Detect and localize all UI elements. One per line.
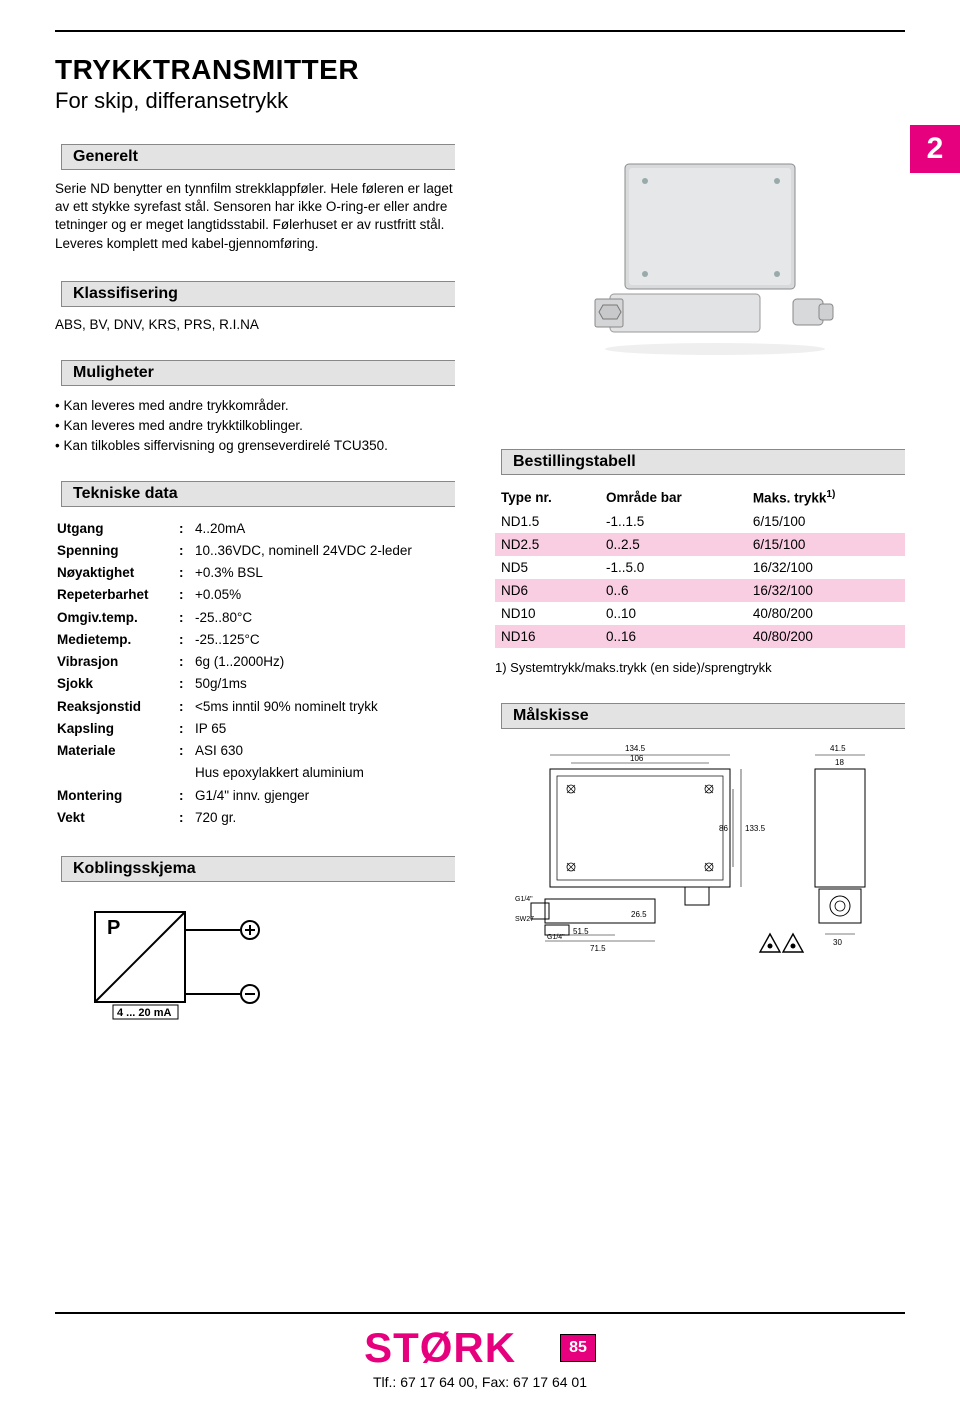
table-row: Vibrasjon:6g (1..2000Hz) bbox=[57, 652, 412, 672]
table-row: Nøyaktighet:+0.3% BSL bbox=[57, 563, 412, 583]
svg-text:71.5: 71.5 bbox=[590, 944, 606, 953]
order-col-2: Område bar bbox=[600, 485, 747, 510]
svg-text:134.5: 134.5 bbox=[625, 744, 646, 753]
svg-text:106: 106 bbox=[630, 754, 644, 763]
table-row: ND100..1040/80/200 bbox=[495, 602, 905, 625]
page-number: 85 bbox=[560, 1334, 596, 1362]
generelt-body: Serie ND benytter en tynnfilm strekklapp… bbox=[55, 180, 455, 253]
list-item: • Kan leveres med andre trykkområder. bbox=[55, 396, 455, 416]
muligheter-list: • Kan leveres med andre trykkområder. • … bbox=[55, 396, 455, 457]
order-col-1: Type nr. bbox=[495, 485, 600, 510]
list-item: • Kan tilkobles siffervisning og grensev… bbox=[55, 436, 455, 456]
page-title: TRYKKTRANSMITTER bbox=[55, 54, 905, 86]
page-subtitle: For skip, differansetrykk bbox=[55, 88, 905, 114]
table-row: Utgang:4..20mA bbox=[57, 519, 412, 539]
wiring-diagram: P 4 ... 20 mA bbox=[85, 902, 235, 1002]
table-row: Medietemp.:-25..125°C bbox=[57, 630, 412, 650]
table-row: Repeterbarhet:+0.05% bbox=[57, 585, 412, 605]
p-label: P bbox=[107, 917, 120, 939]
table-row: ND5-1..5.016/32/100 bbox=[495, 556, 905, 579]
heading-generelt: Generelt bbox=[55, 144, 455, 170]
svg-text:86: 86 bbox=[719, 824, 728, 833]
page-footer: STØRK 85 Tlf.: 67 17 64 00, Fax: 67 17 6… bbox=[0, 1312, 960, 1390]
tech-data-table: Utgang:4..20mASpenning:10..36VDC, nomine… bbox=[55, 517, 414, 831]
heading-tekniske: Tekniske data bbox=[55, 481, 455, 507]
table-row: ND60..616/32/100 bbox=[495, 579, 905, 602]
heading-bestilling: Bestillingstabell bbox=[495, 449, 905, 475]
heading-muligheter: Muligheter bbox=[55, 360, 455, 386]
list-item: • Kan leveres med andre trykktilkoblinge… bbox=[55, 416, 455, 436]
product-photo bbox=[555, 149, 845, 359]
table-row: ND1.5-1..1.56/15/100 bbox=[495, 510, 905, 533]
ma-label: 4 ... 20 mA bbox=[117, 1007, 171, 1019]
klassifisering-body: ABS, BV, DNV, KRS, PRS, R.I.NA bbox=[55, 317, 455, 332]
svg-text:51.5: 51.5 bbox=[573, 927, 589, 936]
left-column: Generelt Serie ND benytter en tynnfilm s… bbox=[55, 144, 455, 1002]
contact-info: Tlf.: 67 17 64 00, Fax: 67 17 64 01 bbox=[0, 1374, 960, 1390]
table-row: Spenning:10..36VDC, nominell 24VDC 2-led… bbox=[57, 541, 412, 561]
top-rule bbox=[55, 30, 905, 32]
table-row: Hus epoxylakkert aluminium bbox=[57, 763, 412, 783]
dimension-drawing: 134.5 106 133.5 86 71.5 51.5 26.5 G1/4" … bbox=[495, 739, 875, 969]
svg-text:41.5: 41.5 bbox=[830, 744, 846, 753]
table-row: Vekt:720 gr. bbox=[57, 808, 412, 828]
table-row: ND2.50..2.56/15/100 bbox=[495, 533, 905, 556]
svg-text:SW27: SW27 bbox=[515, 916, 534, 923]
section-tab: 2 bbox=[910, 125, 960, 173]
table-row: Sjokk:50g/1ms bbox=[57, 674, 412, 694]
heading-malskisse: Målskisse bbox=[495, 703, 905, 729]
table-row: Kapsling:IP 65 bbox=[57, 719, 412, 739]
table-row: Montering:G1/4" innv. gjenger bbox=[57, 786, 412, 806]
table-row: ND160..1640/80/200 bbox=[495, 625, 905, 648]
table-row: Reaksjonstid:<5ms inntil 90% nominelt tr… bbox=[57, 697, 412, 717]
heading-klassifisering: Klassifisering bbox=[55, 281, 455, 307]
table-row: Omgiv.temp.:-25..80°C bbox=[57, 608, 412, 628]
order-footnote: 1) Systemtrykk/maks.trykk (en side)/spre… bbox=[495, 660, 905, 675]
svg-text:G1/4": G1/4" bbox=[547, 934, 565, 941]
heading-kobling: Koblingsskjema bbox=[55, 856, 455, 882]
order-col-3: Maks. trykk1) bbox=[747, 485, 905, 510]
svg-text:30: 30 bbox=[833, 938, 842, 947]
svg-text:133.5: 133.5 bbox=[745, 824, 766, 833]
table-row: Materiale:ASI 630 bbox=[57, 741, 412, 761]
svg-text:26.5: 26.5 bbox=[631, 910, 647, 919]
order-table: Type nr. Område bar Maks. trykk1) ND1.5-… bbox=[495, 485, 905, 648]
svg-text:G1/4": G1/4" bbox=[515, 896, 533, 903]
right-column: Bestillingstabell Type nr. Område bar Ma… bbox=[495, 144, 905, 1002]
svg-text:18: 18 bbox=[835, 758, 844, 767]
brand-logo: STØRK bbox=[364, 1324, 516, 1372]
